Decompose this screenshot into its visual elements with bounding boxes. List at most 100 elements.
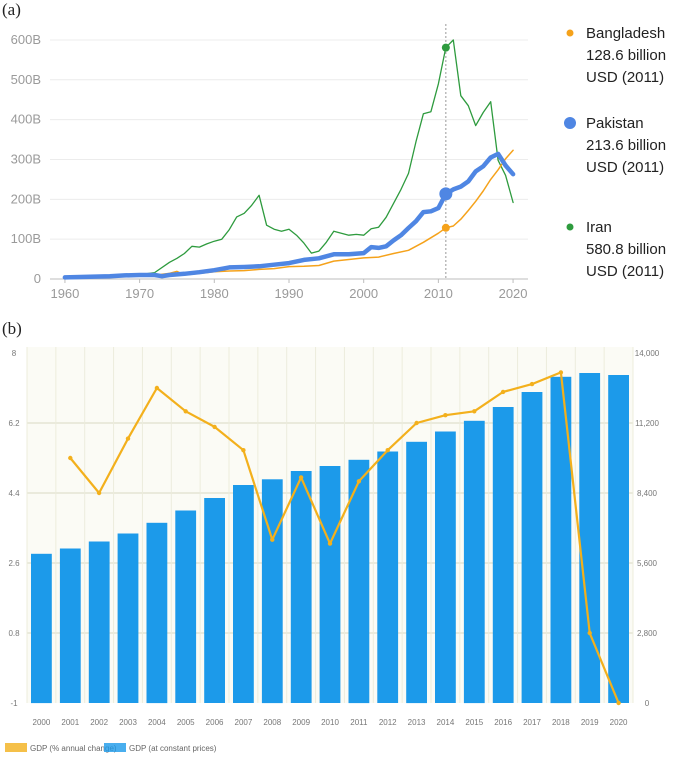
x-tick-label: 2020 <box>499 286 528 301</box>
bar <box>319 466 341 703</box>
x-tick-label: 2007 <box>235 718 253 727</box>
legend-value: 580.8 billion <box>586 241 666 258</box>
y-tick-label: 400B <box>11 112 41 127</box>
bar <box>463 420 485 704</box>
x-tick-label: 2014 <box>437 718 455 727</box>
bar <box>290 471 312 703</box>
x-tick-label: 2001 <box>61 718 79 727</box>
right-tick-label: 2,800 <box>637 629 658 638</box>
x-tick-label: 2000 <box>33 718 51 727</box>
left-tick-label: 4.4 <box>8 489 20 498</box>
left-tick-label: 2.6 <box>8 559 20 568</box>
x-tick-label: 2011 <box>350 718 368 727</box>
annual-change-line <box>69 371 620 704</box>
line-point <box>587 630 592 636</box>
line-point <box>529 381 535 387</box>
bar <box>117 533 139 703</box>
left-tick-label: 0.8 <box>8 629 20 638</box>
bar <box>233 485 254 703</box>
line-point <box>183 409 188 414</box>
legend-label: GDP (at constant prices) <box>129 744 217 753</box>
line-point <box>385 448 390 453</box>
line-point <box>500 389 506 395</box>
panel-a-label: (a) <box>2 0 21 19</box>
x-tick-label: 2002 <box>90 718 108 727</box>
x-tick-label: 2000 <box>349 286 378 301</box>
bar <box>175 510 197 703</box>
line-point <box>96 490 102 496</box>
line-point <box>472 409 477 414</box>
line-point <box>298 475 304 480</box>
bar <box>348 459 370 704</box>
x-tick-label: 2019 <box>581 718 599 727</box>
bar <box>521 392 543 703</box>
line-point <box>212 424 217 430</box>
bar <box>406 441 427 704</box>
y-tick-label: 600B <box>11 32 41 47</box>
y-tick-label: 300B <box>11 151 41 166</box>
y-tick-label: 200B <box>11 191 41 206</box>
legend-marker-iran <box>566 223 574 231</box>
left-tick-label: -1 <box>10 699 18 708</box>
line-point <box>125 436 131 441</box>
line-point <box>241 448 246 453</box>
bar <box>550 376 572 704</box>
y-tick-label: 0 <box>34 271 41 286</box>
y-tick-label: 500B <box>11 72 41 87</box>
bar <box>31 553 52 704</box>
right-tick-label: 8,400 <box>637 489 658 498</box>
x-tick-label: 2020 <box>610 718 628 727</box>
line-point <box>558 370 564 375</box>
legend-label: GDP (% annual change) <box>30 744 117 753</box>
line-point <box>154 385 160 391</box>
x-tick-label: 2018 <box>552 718 570 727</box>
panel-b-label: (b) <box>2 319 22 338</box>
right-tick-label: 5,600 <box>637 559 658 568</box>
legend-name: Bangladesh <box>586 25 665 42</box>
x-tick-label: 2010 <box>424 286 453 301</box>
bar <box>261 479 283 704</box>
series-line-pakistan <box>62 151 516 280</box>
bar <box>88 541 110 703</box>
bar <box>608 375 629 703</box>
line-point <box>270 537 275 542</box>
legend-unit: USD (2011) <box>586 263 664 280</box>
highlight-marker-iran <box>441 43 450 52</box>
x-tick-label: 2013 <box>408 718 426 727</box>
line-point <box>356 479 362 484</box>
x-tick-label: 2008 <box>263 718 281 727</box>
highlight-marker-bangladesh <box>441 223 450 232</box>
bar <box>204 498 225 703</box>
y-tick-label: 100B <box>11 231 41 246</box>
x-tick-label: 2016 <box>494 718 512 727</box>
legend-marker-bangladesh <box>566 29 574 37</box>
left-tick-label: 6.2 <box>8 419 20 428</box>
x-tick-label: 2006 <box>206 718 224 727</box>
bar <box>579 373 601 703</box>
x-tick-label: 1990 <box>275 286 304 301</box>
legend-value: 128.6 billion <box>586 47 666 64</box>
x-tick-label: 1960 <box>50 286 79 301</box>
line-point <box>443 413 448 418</box>
x-tick-label: 2005 <box>177 718 195 727</box>
chart-b: 8 14,000 6.2 11,200 4.4 8,400 2.6 5,600 0.8 2,800… <box>5 347 660 753</box>
x-tick-label: 2009 <box>292 718 310 727</box>
legend-name: Iran <box>586 219 612 236</box>
legend-swatch <box>104 743 126 752</box>
x-tick-label: 2004 <box>148 718 166 727</box>
chart-a: 0 100B 200B 300B 400B 500B 600B 1960 1970 1980 199… <box>11 24 666 301</box>
x-tick-label: 2017 <box>523 718 541 727</box>
left-tick-label: 8 <box>12 349 17 358</box>
bar <box>59 548 81 703</box>
legend-value: 213.6 billion <box>586 137 666 154</box>
legend-unit: USD (2011) <box>586 69 664 86</box>
right-tick-label: 14,000 <box>635 349 660 358</box>
bar <box>146 522 168 704</box>
right-tick-label: 0 <box>645 699 650 708</box>
legend-unit: USD (2011) <box>586 159 664 176</box>
legend-marker-pakistan <box>564 117 576 129</box>
x-tick-label: 1980 <box>200 286 229 301</box>
legend-swatch <box>5 743 27 752</box>
bar <box>492 407 514 703</box>
